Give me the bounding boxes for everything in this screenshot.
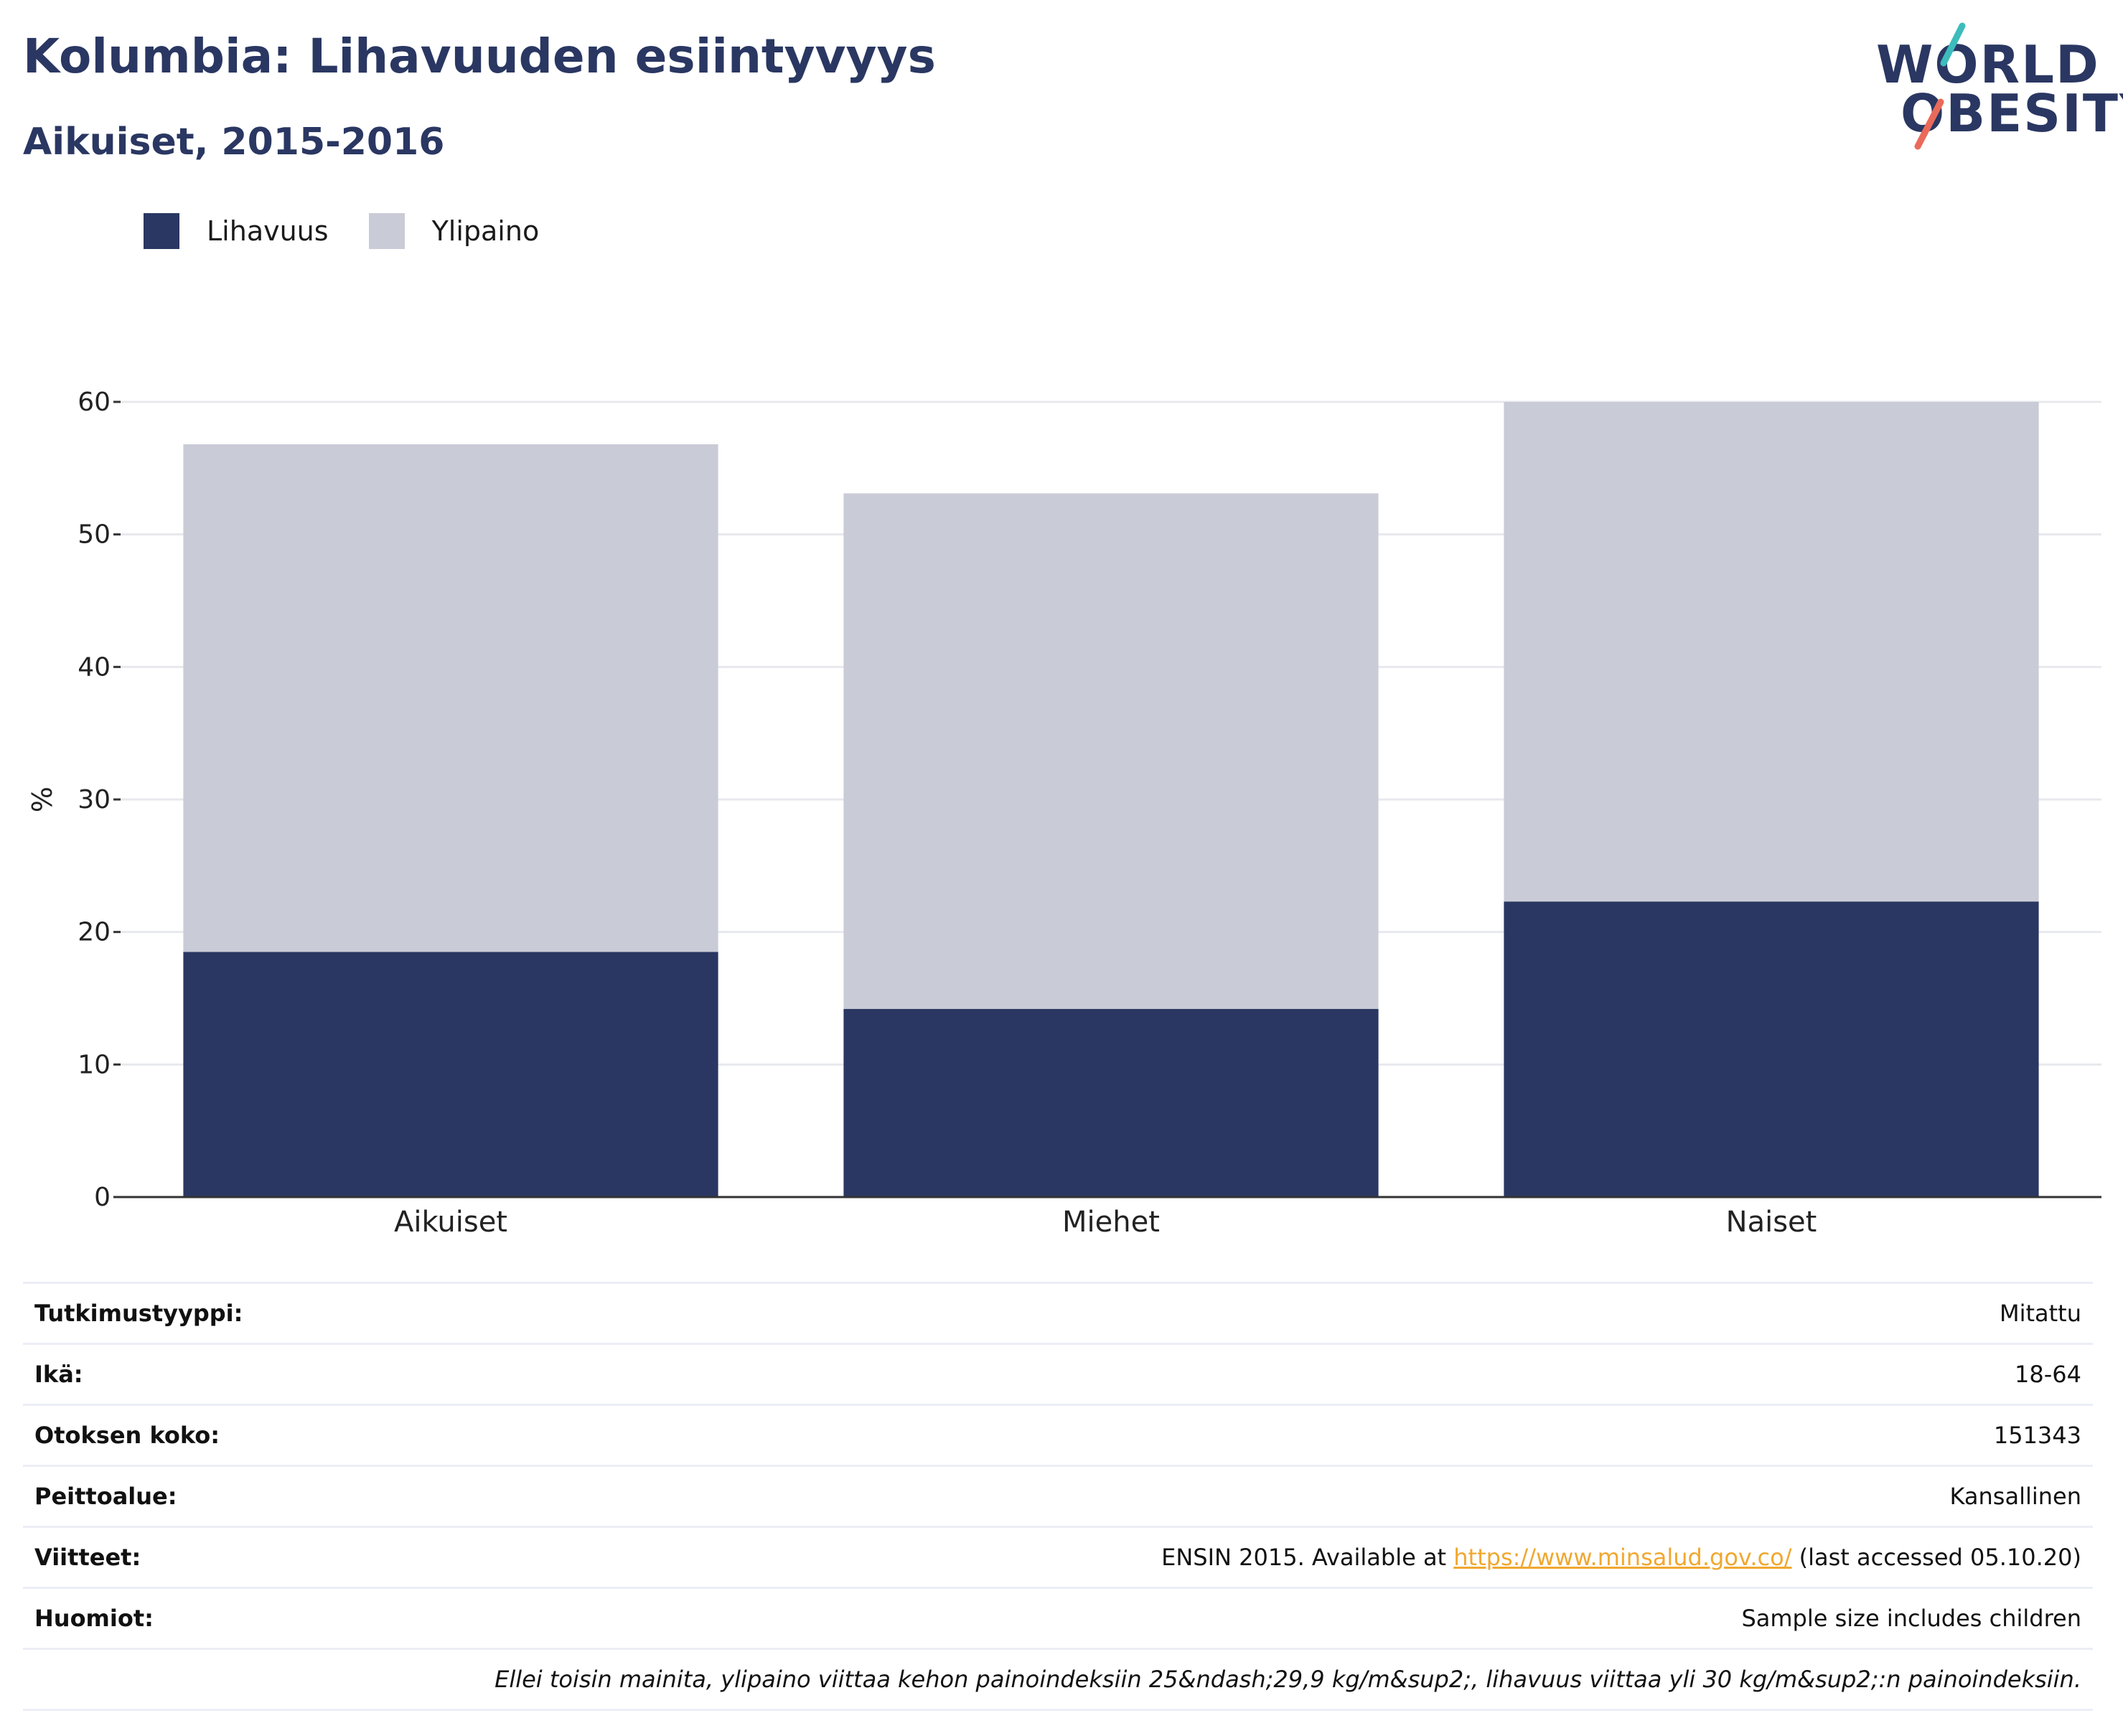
- meta-label: Peittoalue:: [34, 1483, 177, 1510]
- reference-prefix: ENSIN 2015. Available at: [1161, 1544, 1454, 1571]
- x-tick-label: Naiset: [1726, 1206, 1817, 1239]
- y-tick-label: 40: [78, 652, 111, 682]
- legend-item-overweight[interactable]: Ylipaino: [368, 213, 540, 249]
- meta-row-coverage: Peittoalue: Kansallinen: [23, 1465, 2093, 1526]
- definition-note-text: Ellei toisin mainita, ylipaino viittaa k…: [495, 1666, 2081, 1693]
- x-tick-label: Aikuiset: [394, 1206, 507, 1239]
- reference-suffix: (last accessed 05.10.20): [1791, 1544, 2081, 1571]
- y-tick-label: 0: [94, 1183, 111, 1212]
- legend-label-obesity: Lihavuus: [207, 215, 329, 247]
- chart-title: Kolumbia: Lihavuuden esiintyvyys: [23, 29, 936, 84]
- meta-label: Huomiot:: [34, 1605, 154, 1632]
- meta-label: Tutkimustyyppi:: [34, 1300, 243, 1327]
- bar-overweight: [183, 444, 718, 952]
- bar-overweight: [1504, 402, 2039, 902]
- legend: Lihavuus Ylipaino: [144, 212, 579, 250]
- meta-label: Ikä:: [34, 1361, 83, 1388]
- y-tick-label: 60: [78, 388, 111, 417]
- definition-note: Ellei toisin mainita, ylipaino viittaa k…: [23, 1648, 2093, 1711]
- bar-obesity: [843, 1008, 1379, 1197]
- meta-label: Otoksen koko:: [34, 1422, 220, 1449]
- meta-value: 18-64: [2015, 1361, 2081, 1388]
- legend-item-obesity[interactable]: Lihavuus: [144, 213, 329, 249]
- meta-value: 151343: [1993, 1422, 2081, 1449]
- meta-value: Sample size includes children: [1741, 1605, 2081, 1632]
- chart-subtitle: Aikuiset, 2015-2016: [23, 121, 445, 164]
- y-tick-label: 10: [78, 1050, 111, 1079]
- y-axis-label: %: [27, 787, 58, 812]
- legend-swatch-overweight: [368, 213, 405, 249]
- meta-row-notes: Huomiot: Sample size includes children: [23, 1587, 2093, 1648]
- y-tick-label: 30: [78, 785, 111, 815]
- meta-row-sample-size: Otoksen koko: 151343: [23, 1404, 2093, 1465]
- logo-text-line1: WORLD: [1876, 34, 2100, 95]
- x-tick-label: Miehet: [1062, 1206, 1160, 1239]
- meta-value-references: ENSIN 2015. Available at https://www.min…: [1161, 1544, 2081, 1571]
- meta-value: Kansallinen: [1949, 1483, 2081, 1510]
- bar-obesity: [183, 952, 718, 1197]
- bar-overweight: [843, 493, 1379, 1009]
- world-obesity-logo: WORLD OBESITY: [1866, 20, 2123, 156]
- meta-value: Mitattu: [1999, 1300, 2081, 1327]
- bar-obesity: [1504, 901, 2039, 1197]
- meta-label: Viitteet:: [34, 1544, 141, 1571]
- metadata-table: Tutkimustyyppi: Mitattu Ikä: 18-64 Otoks…: [23, 1282, 2093, 1711]
- bar-chart: 0 10 20 30 40 50 60% Aikuiset Miehet Naiset: [27, 388, 2101, 1239]
- logo-slash-icon: [1914, 22, 1966, 150]
- legend-swatch-obesity: [144, 213, 179, 249]
- meta-row-age: Ikä: 18-64: [23, 1343, 2093, 1404]
- reference-link[interactable]: https://www.minsalud.gov.co/: [1453, 1544, 1792, 1571]
- legend-label-overweight: Ylipaino: [431, 215, 540, 247]
- y-tick-label: 50: [78, 520, 111, 550]
- meta-row-references: Viitteet: ENSIN 2015. Available at https…: [23, 1526, 2093, 1587]
- y-tick-label: 20: [78, 918, 111, 947]
- meta-row-study-type: Tutkimustyyppi: Mitattu: [23, 1282, 2093, 1343]
